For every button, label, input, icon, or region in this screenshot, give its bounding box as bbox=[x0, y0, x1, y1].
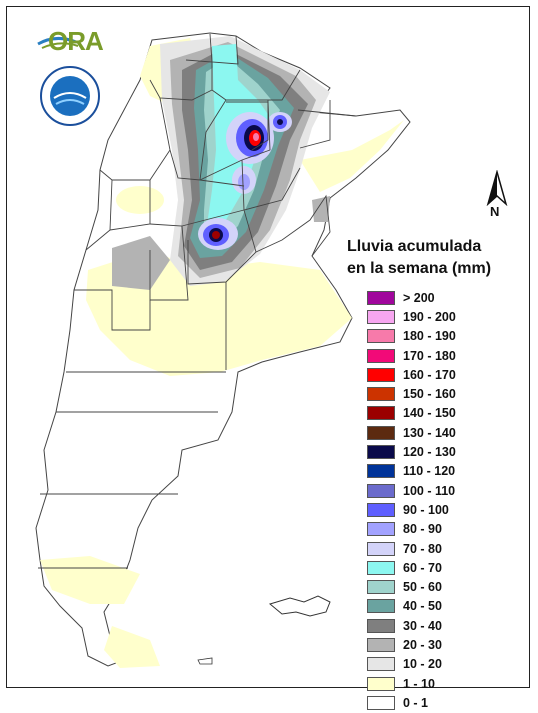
legend-label: 40 - 50 bbox=[403, 599, 442, 614]
legend-label: 110 - 120 bbox=[403, 464, 456, 479]
rain-140-150-area bbox=[212, 231, 220, 239]
legend-swatch bbox=[367, 290, 395, 305]
ora-logo: ORA bbox=[36, 24, 104, 56]
legend-label: 180 - 190 bbox=[403, 329, 456, 344]
legend-label: 100 - 110 bbox=[403, 483, 456, 498]
legend-label: 80 - 90 bbox=[403, 522, 442, 537]
legend-swatch bbox=[367, 367, 395, 382]
legend-label: 20 - 30 bbox=[403, 637, 442, 652]
legend-label: 1 - 10 bbox=[403, 676, 435, 691]
rain-1-10-area bbox=[104, 626, 160, 668]
province-boundaries bbox=[38, 33, 357, 569]
legend-label: 50 - 60 bbox=[403, 580, 442, 595]
legend-row: 20 - 30 bbox=[367, 635, 456, 654]
legend-label: 150 - 160 bbox=[403, 387, 456, 402]
legend-swatch bbox=[367, 580, 395, 595]
legend-swatch bbox=[367, 560, 395, 575]
legend-row: 40 - 50 bbox=[367, 597, 456, 616]
legend-row: 0 - 1 bbox=[367, 693, 456, 712]
legend-row: 160 - 170 bbox=[367, 365, 456, 384]
legend-swatch bbox=[367, 387, 395, 402]
north-arrow-icon bbox=[486, 169, 508, 207]
rain-1-10-area bbox=[300, 120, 404, 192]
legend-row: 60 - 70 bbox=[367, 558, 456, 577]
rain-90-100-area bbox=[238, 174, 250, 190]
rainfall-map bbox=[35, 32, 411, 668]
legend-row: 1 - 10 bbox=[367, 674, 456, 693]
legend-row: 80 - 90 bbox=[367, 520, 456, 539]
leaf-icon bbox=[37, 37, 79, 49]
legend-swatch bbox=[367, 541, 395, 556]
legend-swatch bbox=[367, 599, 395, 614]
legend-label: 130 - 140 bbox=[403, 425, 456, 440]
legend-swatch bbox=[367, 676, 395, 691]
legend-label: 140 - 150 bbox=[403, 406, 456, 421]
legend-label: 90 - 100 bbox=[403, 502, 449, 517]
legend-swatch bbox=[367, 618, 395, 633]
legend-row: 140 - 150 bbox=[367, 404, 456, 423]
legend-row: 180 - 190 bbox=[367, 327, 456, 346]
legend-label: 70 - 80 bbox=[403, 541, 442, 556]
legend-swatch bbox=[367, 425, 395, 440]
legend-swatch bbox=[367, 464, 395, 479]
legend-label: 160 - 170 bbox=[403, 367, 456, 382]
legend-title-line2: en la semana (mm) bbox=[347, 260, 492, 277]
legend-label: > 200 bbox=[403, 290, 435, 305]
legend-label: 0 - 1 bbox=[403, 695, 429, 710]
legend-swatch bbox=[367, 445, 395, 460]
north-label: N bbox=[490, 204, 500, 219]
legend-swatch bbox=[367, 637, 395, 652]
legend-row: 120 - 130 bbox=[367, 442, 456, 461]
legend-row: 90 - 100 bbox=[367, 500, 456, 519]
legend-swatch bbox=[367, 309, 395, 324]
legend-row: 190 - 200 bbox=[367, 307, 456, 326]
gov-seal bbox=[40, 66, 100, 126]
legend-label: 170 - 180 bbox=[403, 348, 456, 363]
legend-swatch bbox=[367, 483, 395, 498]
legend-title: Lluvia acumulada en la semana (mm) bbox=[347, 236, 517, 280]
legend-row: 170 - 180 bbox=[367, 346, 456, 365]
north-arrow: N bbox=[480, 169, 514, 220]
legend-swatch bbox=[367, 329, 395, 344]
legend-label: 190 - 200 bbox=[403, 309, 456, 324]
legend-swatch bbox=[367, 502, 395, 517]
legend-swatch bbox=[367, 406, 395, 421]
legend-row: 10 - 20 bbox=[367, 655, 456, 674]
legend-title-line1: Lluvia acumulada bbox=[347, 238, 482, 255]
rain-20-30-area bbox=[112, 236, 170, 290]
legend-row: 30 - 40 bbox=[367, 616, 456, 635]
malvinas-islands bbox=[268, 595, 331, 617]
rain-1-10-area bbox=[116, 186, 164, 214]
legend-row: 100 - 110 bbox=[367, 481, 456, 500]
rain-120-130-area bbox=[277, 119, 283, 125]
legend: > 200 190 - 200 180 - 190 170 - 180 160 - 17… bbox=[367, 288, 456, 713]
logo-text: ORA bbox=[48, 26, 104, 56]
legend-swatch bbox=[367, 695, 395, 710]
legend-row: > 200 bbox=[367, 288, 456, 307]
legend-label: 60 - 70 bbox=[403, 560, 442, 575]
island bbox=[197, 657, 213, 665]
legend-row: 150 - 160 bbox=[367, 384, 456, 403]
legend-label: 120 - 130 bbox=[403, 445, 456, 460]
legend-label: 30 - 40 bbox=[403, 618, 442, 633]
legend-swatch bbox=[367, 522, 395, 537]
legend-label: 10 - 20 bbox=[403, 657, 442, 672]
rain-170-180-area bbox=[253, 133, 259, 141]
legend-row: 70 - 80 bbox=[367, 539, 456, 558]
rain-20-30-area bbox=[312, 196, 330, 222]
legend-row: 110 - 120 bbox=[367, 462, 456, 481]
legend-row: 130 - 140 bbox=[367, 423, 456, 442]
legend-row: 50 - 60 bbox=[367, 577, 456, 596]
legend-swatch bbox=[367, 657, 395, 672]
legend-swatch bbox=[367, 348, 395, 363]
